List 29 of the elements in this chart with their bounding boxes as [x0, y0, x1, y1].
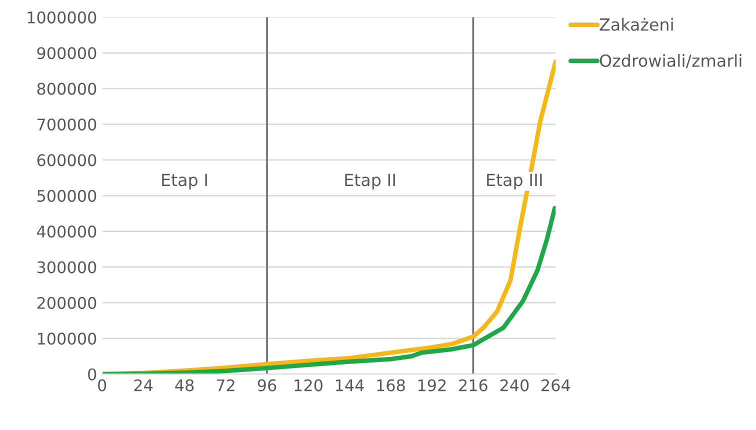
x-tick-label: 48: [175, 379, 194, 392]
x-tick-label: 144: [336, 379, 364, 392]
legend-label: Ozdrowiali/zmarli: [600, 54, 742, 68]
x-tick-label: 72: [216, 379, 234, 392]
x-tick-label: 240: [500, 379, 529, 392]
y-tick-label: 200000: [37, 296, 96, 310]
y-tick-label: 600000: [37, 154, 96, 166]
y-tick-label: 0: [88, 368, 96, 380]
x-tick-label: 96: [258, 379, 276, 392]
annotation: Etap I: [162, 174, 207, 190]
y-tick-label: 1000000: [28, 11, 96, 24]
y-tick-label: 800000: [37, 82, 96, 95]
x-tick-label: 0: [98, 379, 106, 392]
line-series: [102, 206, 556, 374]
y-tick-label: 700000: [38, 118, 96, 131]
x-tick-label: 24: [134, 379, 153, 392]
x-tick-label: 192: [418, 379, 446, 392]
annotation: Etap II: [345, 174, 395, 190]
legend-label: Zakażeni: [600, 18, 673, 31]
y-tick-label: 400000: [37, 226, 96, 238]
y-tick-label: 500000: [37, 190, 96, 202]
y-tick-label: 900000: [37, 47, 96, 60]
x-tick-label: 216: [459, 379, 488, 392]
x-tick-label: 120: [294, 379, 322, 392]
x-tick-label: 168: [377, 379, 405, 392]
y-tick-label: 100000: [38, 332, 96, 345]
x-tick-label: 264: [542, 379, 570, 392]
annotation: Etap III: [487, 174, 542, 190]
y-tick-label: 300000: [37, 261, 96, 274]
